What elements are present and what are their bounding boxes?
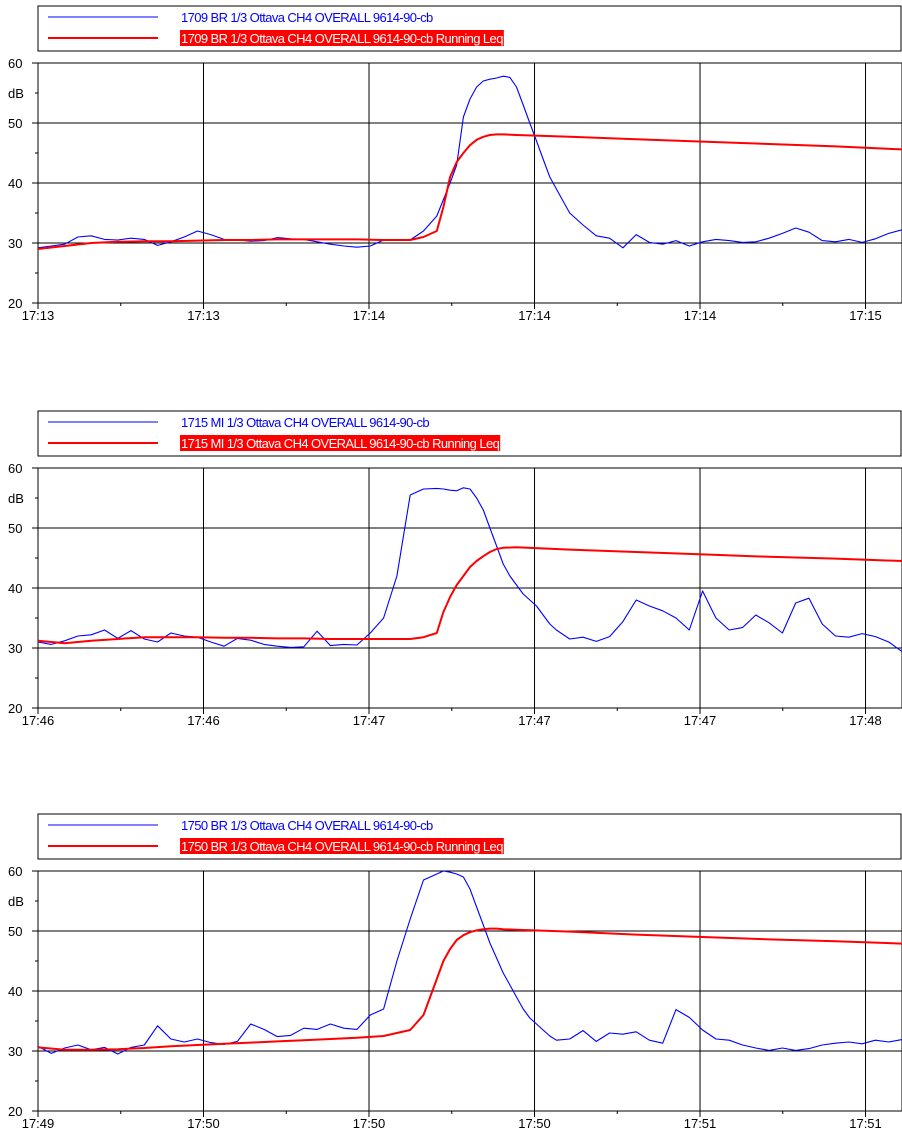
y-tick-label: 40 [8,581,22,596]
x-tick-label: 17:49 [22,1116,55,1131]
legend-label: 1715 MI 1/3 Ottava CH4 OVERALL 9614-90-c… [181,436,500,451]
chart-panel-1: 1709 BR 1/3 Ottava CH4 OVERALL 9614-90-c… [8,5,902,323]
x-tick-label: 17:50 [518,1116,551,1131]
x-tick-label: 17:51 [684,1116,717,1131]
legend-label: 1709 BR 1/3 Ottava CH4 OVERALL 9614-90-c… [181,10,433,25]
y-axis-label: dB [8,86,24,101]
x-tick-label: 17:47 [353,713,386,728]
y-tick-label: 50 [8,924,22,939]
y-tick-label: 30 [8,641,22,656]
x-tick-label: 17:14 [684,308,717,323]
x-tick-label: 17:48 [849,713,882,728]
x-tick-label: 17:50 [353,1116,386,1131]
series-line-level [38,871,902,1055]
series-line-level [38,75,902,249]
y-tick-label: 40 [8,176,22,191]
legend-label-highlight [180,435,501,451]
y-tick-label: 30 [8,236,22,251]
x-tick-label: 17:47 [684,713,717,728]
y-tick-label: 60 [8,56,22,71]
x-tick-label: 17:50 [187,1116,220,1131]
y-tick-label: 60 [8,461,22,476]
series-line-running-leq [38,133,902,250]
y-tick-label: 60 [8,864,22,879]
legend-label-highlight [180,30,504,46]
x-tick-label: 17:46 [22,713,55,728]
legend-label: 1709 BR 1/3 Ottava CH4 OVERALL 9614-90-c… [181,31,503,46]
x-tick-label: 17:14 [518,308,551,323]
y-tick-label: 50 [8,521,22,536]
series-line-running-leq [38,927,902,1051]
y-tick-label: 40 [8,984,22,999]
y-tick-label: 20 [8,1104,22,1119]
x-tick-label: 17:46 [187,713,220,728]
x-tick-label: 17:47 [518,713,551,728]
series-line-level [38,487,902,653]
x-tick-label: 17:13 [22,308,55,323]
legend: 1750 BR 1/3 Ottava CH4 OVERALL 9614-90-c… [37,813,902,860]
x-tick-label: 17:15 [849,308,882,323]
legend-label: 1750 BR 1/3 Ottava CH4 OVERALL 9614-90-c… [181,839,503,854]
y-axis-label: dB [8,894,24,909]
y-tick-label: 20 [8,701,22,716]
legend: 1715 MI 1/3 Ottava CH4 OVERALL 9614-90-c… [37,410,902,457]
legend-label: 1715 MI 1/3 Ottava CH4 OVERALL 9614-90-c… [181,415,429,430]
legend-label-highlight [180,838,504,854]
x-tick-label: 17:51 [849,1116,882,1131]
y-tick-label: 20 [8,296,22,311]
x-tick-label: 17:13 [187,308,220,323]
legend-label: 1750 BR 1/3 Ottava CH4 OVERALL 9614-90-c… [181,818,433,833]
legend: 1709 BR 1/3 Ottava CH4 OVERALL 9614-90-c… [37,5,902,52]
y-tick-label: 50 [8,116,22,131]
x-tick-label: 17:14 [353,308,386,323]
y-tick-label: 30 [8,1044,22,1059]
chart-panel-2: 1715 MI 1/3 Ottava CH4 OVERALL 9614-90-c… [8,410,902,728]
y-axis-label: dB [8,491,24,506]
chart-panel-3: 1750 BR 1/3 Ottava CH4 OVERALL 9614-90-c… [8,813,902,1131]
series-line-running-leq [38,546,902,645]
